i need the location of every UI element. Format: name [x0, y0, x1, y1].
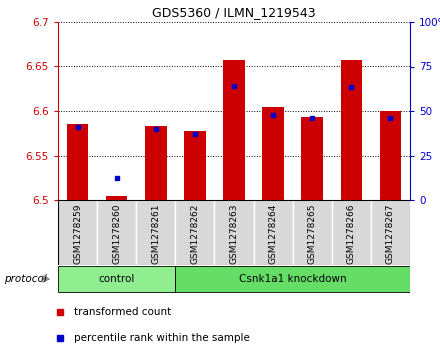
Text: protocol: protocol — [4, 274, 47, 284]
Bar — [371, 200, 410, 265]
Bar — [262, 107, 284, 200]
Bar — [184, 131, 205, 200]
Bar — [341, 60, 362, 200]
Bar — [97, 200, 136, 265]
Bar — [301, 117, 323, 200]
Bar — [380, 111, 401, 200]
Bar — [67, 125, 88, 200]
Text: GSM1278266: GSM1278266 — [347, 203, 356, 264]
Bar — [253, 200, 293, 265]
Text: GSM1278260: GSM1278260 — [112, 203, 121, 264]
Bar — [136, 200, 175, 265]
Bar — [293, 200, 332, 265]
Bar — [175, 266, 410, 291]
Text: percentile rank within the sample: percentile rank within the sample — [74, 333, 250, 343]
Text: GSM1278265: GSM1278265 — [308, 203, 317, 264]
Text: GSM1278261: GSM1278261 — [151, 203, 160, 264]
Text: Csnk1a1 knockdown: Csnk1a1 knockdown — [239, 274, 346, 284]
Text: GSM1278262: GSM1278262 — [191, 203, 199, 264]
Bar — [332, 200, 371, 265]
Title: GDS5360 / ILMN_1219543: GDS5360 / ILMN_1219543 — [152, 7, 316, 20]
Text: GSM1278259: GSM1278259 — [73, 203, 82, 264]
Bar — [223, 60, 245, 200]
Bar — [58, 266, 175, 291]
Text: GSM1278264: GSM1278264 — [268, 203, 278, 264]
Bar — [106, 196, 128, 200]
Text: transformed count: transformed count — [74, 307, 172, 317]
Text: control: control — [99, 274, 135, 284]
Bar — [145, 126, 166, 200]
Bar — [214, 200, 253, 265]
Text: GSM1278267: GSM1278267 — [386, 203, 395, 264]
Text: GSM1278263: GSM1278263 — [230, 203, 238, 264]
Bar — [175, 200, 214, 265]
Bar — [58, 200, 97, 265]
